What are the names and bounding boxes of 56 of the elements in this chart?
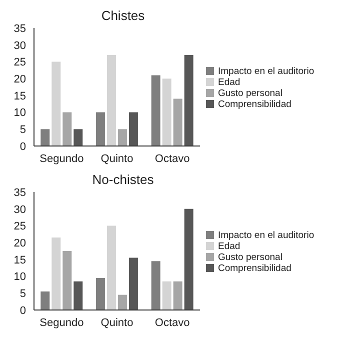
y-tick-label: 35 — [14, 186, 26, 199]
y-tick-label: 20 — [14, 73, 26, 86]
bar — [52, 62, 61, 146]
legend-label: Edad — [218, 77, 240, 88]
legend-label: Impacto en el auditorio — [218, 230, 314, 241]
y-tick-label: 30 — [14, 204, 26, 216]
bar — [52, 238, 61, 310]
y-tick-label: 0 — [20, 304, 26, 317]
x-tick-label: Octavo — [154, 152, 190, 165]
bar — [128, 112, 138, 146]
y-tick-label: 25 — [14, 56, 26, 69]
legend-label: Gusto personal — [218, 88, 282, 99]
y-tick-label: 15 — [14, 90, 26, 102]
bar — [118, 129, 127, 146]
bar — [162, 78, 172, 146]
bar — [62, 112, 72, 146]
bar — [173, 98, 182, 146]
bar — [151, 261, 160, 310]
legend-label: Gusto personal — [218, 252, 282, 263]
bar — [74, 129, 83, 146]
x-tick-label: Quinto — [100, 316, 134, 329]
bar — [184, 208, 194, 310]
chart-title: No-chistes — [91, 172, 155, 187]
y-tick-label: 0 — [20, 140, 26, 153]
bar — [96, 278, 105, 310]
bar — [106, 226, 116, 310]
y-tick-label: 5 — [20, 288, 26, 300]
y-tick-label: 35 — [14, 22, 26, 35]
x-tick-label: Octavo — [154, 316, 190, 329]
y-tick-label: 10 — [14, 107, 26, 120]
legend-label: Impacto en el auditorio — [218, 66, 314, 77]
bar — [118, 294, 127, 310]
y-tick-label: 10 — [14, 271, 26, 284]
y-tick-label: 25 — [14, 220, 26, 233]
x-tick-label: Segundo — [40, 316, 84, 329]
bar — [184, 54, 194, 146]
bar — [74, 281, 83, 310]
y-tick-label: 20 — [14, 237, 26, 250]
bar — [162, 281, 172, 310]
y-tick-label: 15 — [14, 254, 26, 266]
bar — [62, 251, 72, 310]
legend-label: Comprensibilidad — [218, 263, 292, 274]
bar — [96, 112, 105, 146]
bar — [128, 258, 138, 310]
bar — [40, 129, 50, 146]
legend-label: Comprensibilidad — [218, 99, 292, 110]
bar — [106, 54, 116, 146]
bar — [40, 291, 50, 310]
x-tick-label: Quinto — [100, 152, 134, 165]
x-tick-label: Segundo — [40, 152, 84, 165]
bar — [173, 281, 182, 310]
legend-label: Edad — [218, 241, 240, 252]
y-tick-label: 5 — [20, 124, 26, 136]
chart-title: Chistes — [100, 8, 146, 23]
y-tick-label: 30 — [14, 40, 26, 52]
bar — [151, 75, 160, 146]
